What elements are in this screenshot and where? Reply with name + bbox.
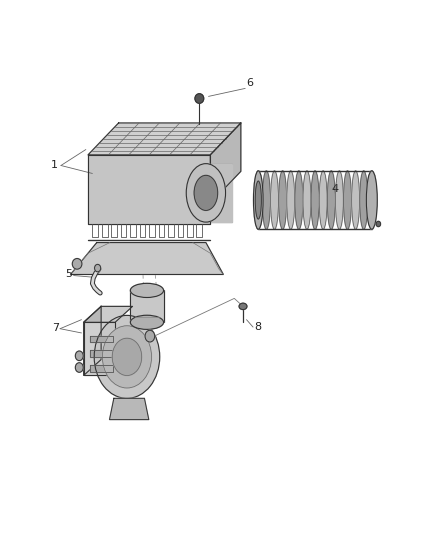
Ellipse shape bbox=[303, 171, 311, 229]
Ellipse shape bbox=[254, 171, 263, 229]
Polygon shape bbox=[88, 155, 210, 224]
Ellipse shape bbox=[186, 164, 226, 222]
Ellipse shape bbox=[279, 171, 286, 229]
Ellipse shape bbox=[271, 171, 279, 229]
Ellipse shape bbox=[295, 171, 303, 229]
Polygon shape bbox=[84, 322, 115, 375]
Polygon shape bbox=[71, 243, 223, 274]
Ellipse shape bbox=[239, 303, 247, 310]
Ellipse shape bbox=[72, 259, 82, 269]
Text: 4: 4 bbox=[331, 184, 338, 194]
Polygon shape bbox=[90, 366, 113, 372]
Polygon shape bbox=[84, 306, 133, 322]
Ellipse shape bbox=[194, 175, 218, 211]
Ellipse shape bbox=[195, 94, 204, 103]
Ellipse shape bbox=[75, 363, 83, 372]
Ellipse shape bbox=[95, 264, 101, 272]
Ellipse shape bbox=[94, 316, 160, 398]
Ellipse shape bbox=[102, 326, 152, 388]
Polygon shape bbox=[210, 123, 241, 203]
Ellipse shape bbox=[319, 171, 327, 229]
Ellipse shape bbox=[75, 351, 83, 361]
Ellipse shape bbox=[131, 315, 163, 329]
Polygon shape bbox=[131, 290, 163, 322]
Polygon shape bbox=[88, 123, 241, 155]
Ellipse shape bbox=[366, 171, 377, 229]
Polygon shape bbox=[206, 164, 232, 222]
Ellipse shape bbox=[311, 171, 319, 229]
Text: 1: 1 bbox=[51, 159, 58, 169]
Ellipse shape bbox=[255, 181, 261, 219]
Ellipse shape bbox=[131, 284, 163, 297]
Text: 7: 7 bbox=[52, 324, 59, 333]
Text: 6: 6 bbox=[246, 78, 253, 88]
Ellipse shape bbox=[254, 171, 262, 229]
Ellipse shape bbox=[262, 171, 270, 229]
Polygon shape bbox=[110, 398, 149, 419]
Text: 8: 8 bbox=[254, 322, 261, 332]
Ellipse shape bbox=[352, 171, 360, 229]
Ellipse shape bbox=[336, 171, 343, 229]
Ellipse shape bbox=[343, 171, 351, 229]
Ellipse shape bbox=[376, 221, 381, 227]
Ellipse shape bbox=[368, 171, 376, 229]
Text: 5: 5 bbox=[65, 269, 72, 279]
Polygon shape bbox=[90, 351, 113, 357]
Polygon shape bbox=[90, 336, 113, 342]
Ellipse shape bbox=[287, 171, 295, 229]
Ellipse shape bbox=[145, 330, 155, 342]
Ellipse shape bbox=[360, 171, 367, 229]
Ellipse shape bbox=[327, 171, 335, 229]
Ellipse shape bbox=[112, 338, 142, 376]
Polygon shape bbox=[84, 306, 101, 375]
